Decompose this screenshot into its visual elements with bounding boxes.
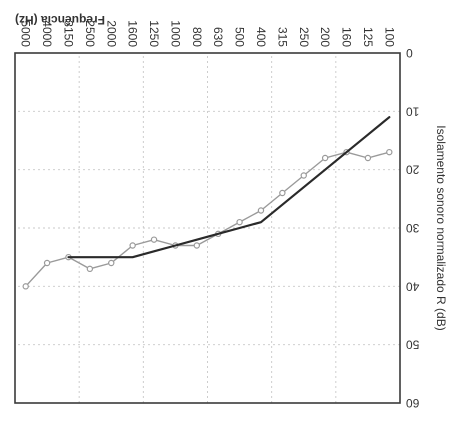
series-1-point-2000 (108, 259, 115, 267)
y-tick-label-40: 40 (406, 279, 420, 293)
series-1-line (24, 151, 391, 288)
series-1-point-200 (321, 154, 329, 162)
y-tick-label-0: 0 (406, 46, 413, 60)
y-tick-label-50: 50 (406, 338, 420, 352)
x-tick-label-1250: 1250 (147, 20, 161, 47)
series-1-point-800 (193, 242, 201, 249)
x-tick-label-100: 100 (382, 27, 396, 47)
series-1-point-315 (279, 189, 286, 197)
y-tick-label-10: 10 (406, 104, 420, 118)
x-tick-label-3150: 3150 (61, 20, 75, 47)
y-tick-labels: 0 10 20 30 40 50 60 (406, 46, 420, 410)
x-tick-label-500: 500 (233, 27, 247, 47)
x-tick-label-4000: 4000 (40, 20, 54, 47)
x-tick-label-2500: 2500 (83, 20, 97, 47)
x-tick-label-400: 400 (254, 27, 268, 47)
x-tick-label-250: 250 (297, 27, 311, 47)
x-tick-label-315: 315 (275, 27, 289, 47)
series-1-point-1250 (150, 236, 158, 243)
x-tick-label-1000: 1000 (168, 20, 182, 47)
gridlines (15, 53, 400, 403)
y-tick-label-60: 60 (406, 396, 420, 410)
x-tick-label-125: 125 (361, 27, 375, 47)
series-2-line (67, 116, 391, 259)
x-tick-label-2000: 2000 (104, 20, 118, 47)
y-tick-label-30: 30 (406, 221, 420, 235)
series-1-point-250 (300, 172, 307, 179)
series-layer (22, 116, 393, 290)
x-tick-label-630: 630 (211, 27, 225, 47)
x-tick-label-200: 200 (318, 27, 332, 47)
series-1-point-500 (236, 218, 243, 226)
x-tick-label-5000: 5000 (19, 20, 33, 47)
x-tick-labels: 100 125 160 200 250 315 400 500 630 800 1000 1250 16… (19, 20, 397, 47)
x-tick-label-160: 160 (340, 27, 354, 47)
series-1-point-4000 (43, 259, 51, 267)
series-1-point-5000 (22, 283, 29, 290)
y-axis-title: Isolamento sonoro normalizado R (dB) (434, 125, 448, 330)
series-1-point-125 (364, 154, 372, 162)
series-1-point-1600 (129, 242, 136, 249)
series-1-point-2500 (86, 265, 94, 273)
x-tick-label-1600: 1600 (126, 20, 140, 47)
y-tick-label-20: 20 (406, 163, 420, 177)
x-axis-title: Frequência (Hz) (15, 13, 105, 27)
series-1-point-400 (257, 207, 265, 214)
x-tick-label-800: 800 (190, 27, 204, 47)
plot-frame (14, 52, 401, 404)
series-1-point-100 (386, 148, 393, 156)
